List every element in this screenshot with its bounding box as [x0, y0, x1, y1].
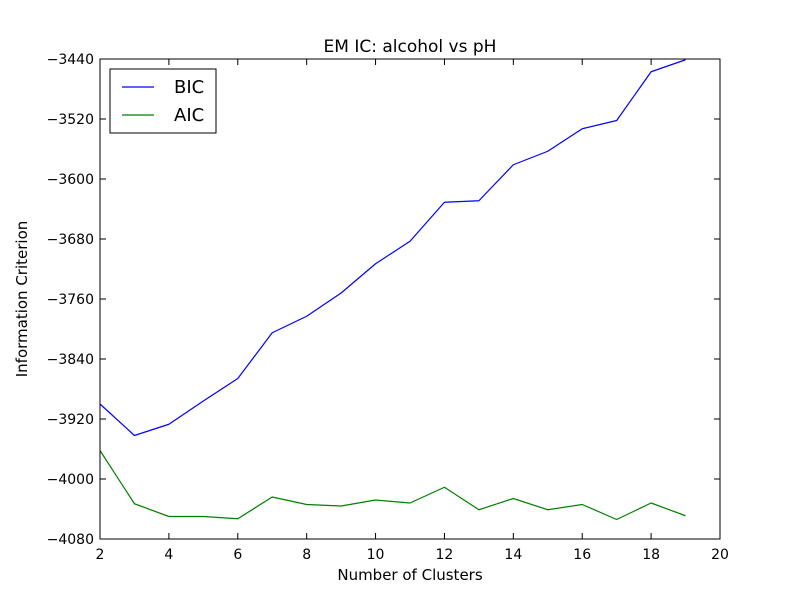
series-line-aic: [99, 450, 686, 521]
x-tick-label: 6: [233, 547, 242, 563]
chart-title: EM IC: alcohol vs pH: [324, 37, 497, 57]
y-axis-label: Information Criterion: [13, 221, 31, 378]
y-tick-label: −3840: [47, 352, 94, 368]
x-tick-label: 20: [711, 547, 729, 563]
legend-label-bic: BIC: [174, 77, 204, 98]
x-axis-label: Number of Clusters: [337, 566, 482, 584]
y-tick-label: −3920: [47, 412, 94, 428]
tick-layer: 2 4 6 8 10 12 14 16 18 20 −4080 −4000 −3920 −3840 −376…: [47, 52, 729, 563]
x-tick-label: 12: [436, 547, 454, 563]
series-line-bic: [99, 59, 686, 437]
y-tick-label: −3520: [47, 112, 94, 128]
x-tick-label: 18: [642, 547, 660, 563]
series-layer: [99, 59, 686, 521]
legend: BIC AIC: [109, 68, 217, 134]
x-tick-label: 4: [164, 547, 173, 563]
legend-label-aic: AIC: [174, 105, 204, 126]
y-tick-label: −3440: [47, 52, 94, 68]
x-tick-label: 2: [96, 547, 105, 563]
y-tick-label: −4000: [47, 472, 94, 488]
x-tick-label: 8: [302, 547, 311, 563]
y-tick-label: −3680: [47, 232, 94, 248]
legend-box: [109, 68, 217, 134]
y-tick-label: −3760: [47, 292, 94, 308]
x-tick-label: 16: [573, 547, 591, 563]
x-tick-label: 10: [367, 547, 385, 563]
y-tick-label: −3600: [47, 172, 94, 188]
x-tick-label: 14: [504, 547, 522, 563]
y-tick-label: −4080: [47, 532, 94, 548]
